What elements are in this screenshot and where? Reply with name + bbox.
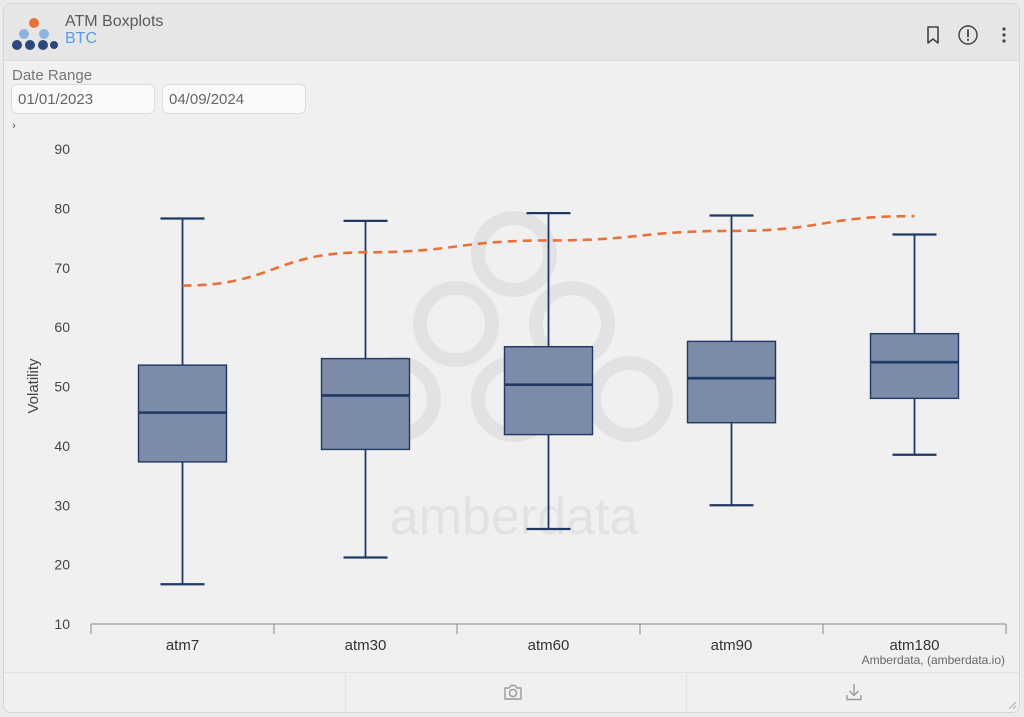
iqr-box xyxy=(503,346,594,436)
x-tick-label-atm7: atm7 xyxy=(166,637,199,654)
y-tick-label: 10 xyxy=(54,616,70,632)
y-tick-label: 70 xyxy=(54,260,70,276)
widget-footer xyxy=(4,672,1019,712)
y-tick-label: 20 xyxy=(54,557,70,573)
start-date-input[interactable] xyxy=(11,84,155,114)
amberdata-logo-icon xyxy=(12,18,58,50)
iqr-box xyxy=(869,332,960,400)
x-axis: atm7 atm30 atm60 atm90 atm180 xyxy=(90,623,1007,654)
y-axis-label: Volatility xyxy=(25,358,42,414)
box-atm180[interactable] xyxy=(869,233,960,456)
chart-credit: Amberdata, (amberdata.io) xyxy=(862,653,1005,667)
more-vertical-icon[interactable] xyxy=(993,24,1015,46)
x-tick-label-atm60: atm60 xyxy=(528,637,570,654)
box-atm7[interactable] xyxy=(137,217,228,586)
widget-panel: ATM Boxplots BTC Date Range › amberdata … xyxy=(3,3,1020,713)
y-tick-label: 40 xyxy=(54,438,70,454)
term-structure-line xyxy=(182,214,915,287)
x-tick-label-atm30: atm30 xyxy=(345,637,387,654)
y-tick-label: 80 xyxy=(54,200,70,216)
x-tick-label-atm90: atm90 xyxy=(711,637,753,654)
box-atm90[interactable] xyxy=(686,214,777,507)
date-range-label: Date Range xyxy=(12,67,93,84)
y-tick-label: 30 xyxy=(54,497,70,513)
watermark-text: amberdata xyxy=(390,488,639,546)
y-axis: 10 20 30 40 50 60 70 80 90 xyxy=(54,141,70,632)
widget-subtitle: BTC xyxy=(65,30,97,47)
widget-title: ATM Boxplots xyxy=(65,13,164,30)
box-atm60[interactable] xyxy=(503,212,594,531)
y-tick-label: 60 xyxy=(54,319,70,335)
widget-header: ATM Boxplots BTC xyxy=(4,4,1019,61)
bookmark-icon[interactable] xyxy=(922,24,944,46)
boxplot-series xyxy=(137,212,960,586)
chevron-right-icon[interactable]: › xyxy=(12,120,16,132)
box-atm30[interactable] xyxy=(320,219,411,559)
info-icon[interactable] xyxy=(957,24,979,46)
iqr-box xyxy=(686,340,777,424)
y-tick-label: 50 xyxy=(54,379,70,395)
download-icon[interactable] xyxy=(843,681,865,703)
end-date-input[interactable] xyxy=(162,84,306,114)
watermark: amberdata xyxy=(355,211,673,546)
iqr-box xyxy=(320,357,411,451)
term-structure-series xyxy=(182,214,915,287)
y-tick-label: 90 xyxy=(54,141,70,157)
x-tick-label-atm180: atm180 xyxy=(889,637,939,654)
resize-handle[interactable] xyxy=(1007,700,1017,710)
camera-icon[interactable] xyxy=(502,681,524,703)
